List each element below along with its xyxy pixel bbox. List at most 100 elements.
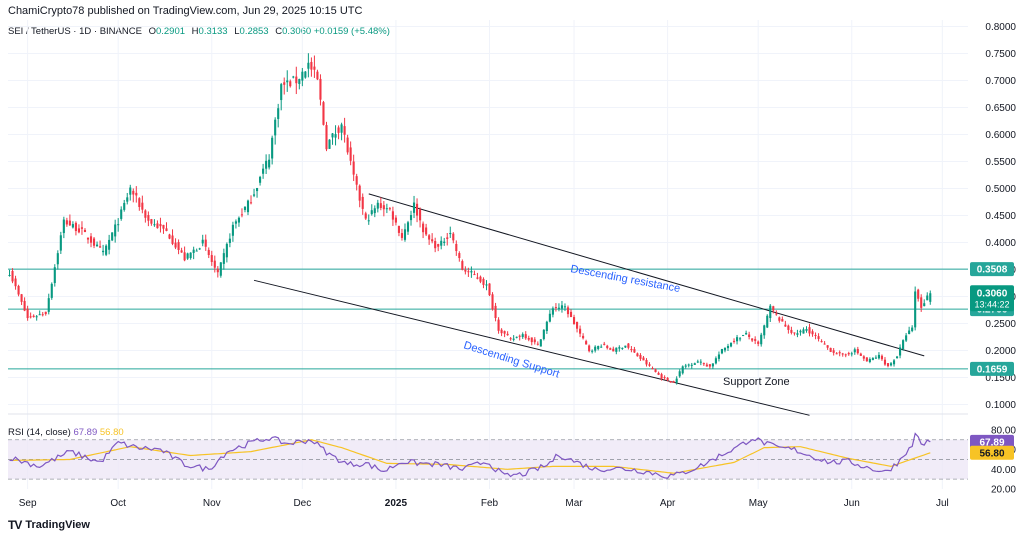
low-label: L	[234, 26, 240, 37]
candle	[844, 354, 847, 356]
candle	[739, 338, 742, 340]
candle	[533, 339, 536, 343]
candle	[603, 343, 606, 345]
candle	[720, 349, 724, 354]
candle	[150, 219, 153, 224]
candle	[204, 239, 207, 247]
candle	[361, 196, 364, 209]
candle	[766, 315, 769, 328]
candle	[458, 253, 461, 259]
candle	[409, 215, 413, 221]
candle	[156, 223, 159, 229]
price-tick-label: 0.8000	[985, 22, 1016, 33]
candle	[621, 347, 624, 349]
candle	[86, 237, 90, 240]
candle	[569, 311, 573, 318]
candle	[494, 305, 497, 319]
candle	[74, 222, 77, 232]
candle	[195, 250, 198, 252]
candle	[805, 328, 808, 331]
candle	[388, 208, 391, 210]
candle	[597, 345, 600, 350]
candle	[355, 176, 358, 185]
candle	[313, 66, 316, 70]
candle	[633, 349, 636, 353]
candle	[515, 336, 518, 338]
candle	[68, 220, 71, 226]
candle	[228, 238, 231, 243]
candle	[902, 340, 905, 349]
candle	[690, 364, 693, 366]
candle	[778, 317, 781, 321]
candle	[32, 315, 35, 318]
candle	[877, 354, 880, 359]
candle	[624, 345, 627, 348]
candle	[660, 374, 663, 379]
candle	[705, 364, 708, 367]
candle	[352, 161, 355, 175]
candle	[171, 235, 174, 244]
candle	[26, 308, 29, 319]
candle	[582, 335, 585, 339]
symbol-name[interactable]: SEI / TetherUS · 1D · BINANCE	[8, 26, 142, 37]
time-tick-label: Sep	[19, 498, 37, 509]
level-price-tag	[970, 361, 1014, 376]
candle	[216, 268, 219, 273]
candle	[826, 345, 829, 348]
candle	[745, 332, 748, 335]
price-tick-label: 0.7000	[985, 76, 1016, 87]
candle	[612, 348, 615, 352]
candle	[781, 319, 784, 322]
candle	[141, 202, 144, 210]
candle	[289, 81, 292, 87]
candle	[17, 285, 20, 295]
candle	[862, 356, 865, 359]
candle	[672, 381, 675, 383]
candle	[606, 345, 609, 349]
candle	[322, 102, 325, 125]
rsi-legend-value: 67.89	[73, 427, 98, 438]
rsi-label[interactable]: RSI (14, close)	[8, 427, 71, 438]
candle	[572, 317, 576, 325]
candle	[639, 355, 642, 359]
candle	[775, 313, 778, 315]
candle	[757, 341, 760, 344]
time-tick-label: Oct	[110, 498, 126, 509]
candle	[265, 160, 268, 169]
candle	[853, 349, 856, 353]
candle	[416, 203, 419, 216]
candle	[111, 232, 114, 241]
candle	[132, 190, 135, 195]
candle	[376, 202, 379, 209]
candle	[99, 246, 102, 248]
price-tick-label: 0.4500	[985, 211, 1016, 222]
candle	[123, 202, 126, 210]
candle	[482, 278, 485, 285]
candle	[77, 228, 80, 233]
candle	[627, 343, 630, 348]
candle	[814, 334, 817, 336]
candle	[687, 364, 690, 366]
candle	[334, 134, 337, 138]
tradingview-brand[interactable]: TV TradingView	[8, 518, 90, 532]
candle	[521, 334, 524, 338]
tradingview-logo-icon: TV	[8, 518, 22, 532]
time-tick-label: Nov	[203, 498, 221, 509]
candle	[246, 200, 250, 213]
price-tick-label: 0.6000	[985, 130, 1016, 141]
candle	[684, 365, 687, 367]
candle	[886, 363, 890, 367]
candle	[545, 321, 548, 332]
candle	[443, 241, 446, 243]
candle	[911, 327, 914, 331]
open-value: 0.2901	[155, 26, 186, 37]
time-tick-label: May	[749, 498, 768, 509]
candle	[189, 252, 192, 259]
candle	[772, 306, 775, 311]
candle	[548, 313, 551, 322]
candle	[144, 210, 147, 218]
candle	[108, 239, 111, 250]
candle	[370, 210, 373, 215]
rsi-ma-value-tag	[970, 445, 1014, 460]
